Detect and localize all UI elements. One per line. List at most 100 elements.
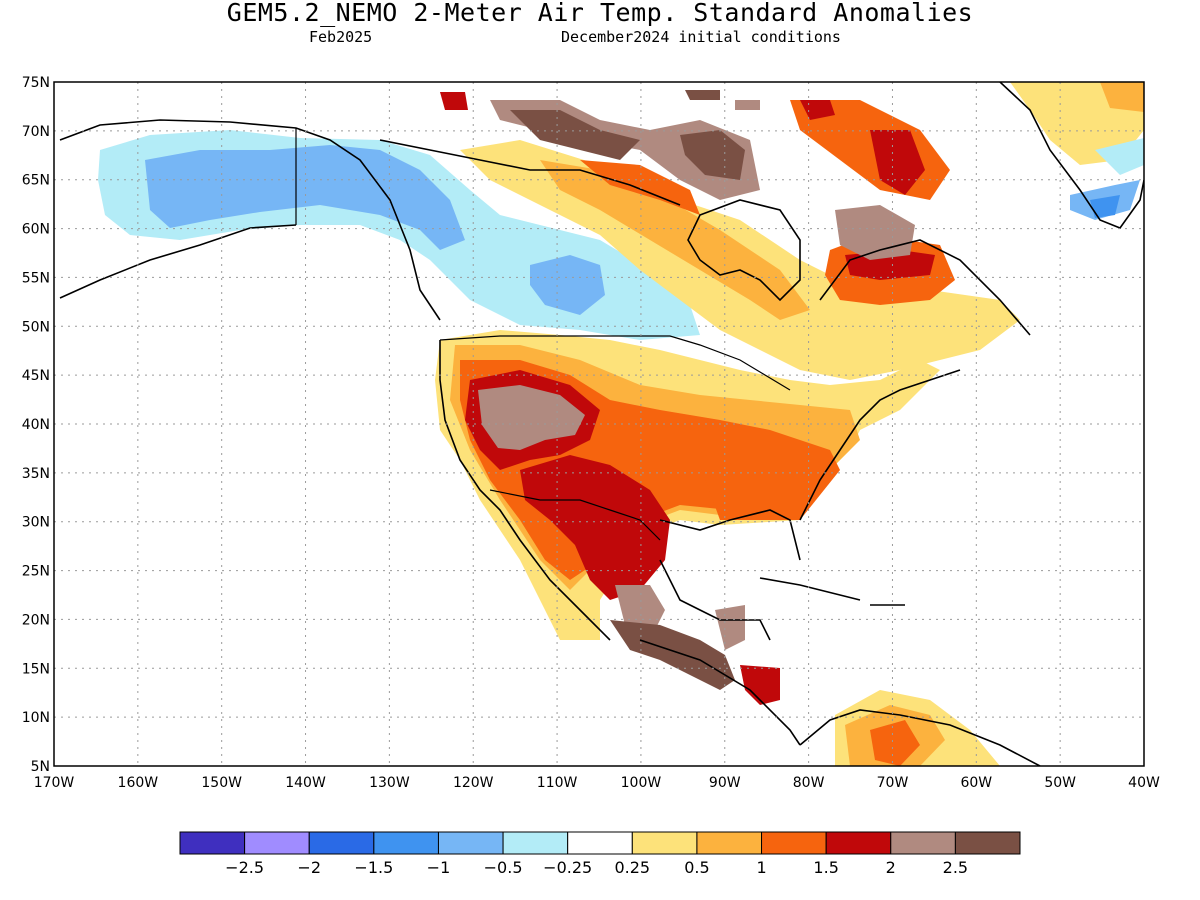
longitude-label: 170W (34, 775, 75, 791)
map-title: GEM5.2_NEMO 2-Meter Air Temp. Standard A… (226, 0, 974, 27)
anomaly-region-ellesmere (440, 92, 468, 110)
latitude-label: 20N (22, 612, 50, 628)
latitude-label: 45N (22, 368, 50, 384)
anomaly-region-arctic-darkbrown-2 (680, 130, 745, 180)
colorbar-swatch (179, 831, 246, 855)
latitude-label: 25N (22, 564, 50, 580)
colorbar-swatch (308, 831, 375, 855)
anomaly-region-ellesmere-2 (735, 100, 760, 110)
colorbar-swatch (437, 831, 504, 855)
latitude-label: 70N (22, 124, 50, 140)
colorbar-swatch (761, 831, 827, 855)
colorbar-tick-label: 1.5 (813, 858, 838, 877)
latitude-label: 60N (22, 222, 50, 238)
anomaly-region-se-us (700, 460, 840, 520)
longitude-label: 90W (709, 775, 741, 791)
anomaly-region-dark-red-sw (520, 455, 670, 600)
init-conditions-label: December2024 initial conditions (561, 28, 841, 46)
anomaly-region-central-america (610, 620, 735, 690)
longitude-label: 100W (621, 775, 662, 791)
anomaly-region-greenland-orange (1100, 82, 1144, 112)
anomaly-region-orange-arctic (540, 160, 810, 320)
colorbar-tick-label: 0.5 (684, 858, 709, 877)
yucatan (659, 559, 771, 641)
anomaly-region-arctic-darkbrown (510, 110, 640, 160)
anomaly-region-ellesmere-brown (685, 90, 720, 100)
longitude-label: 140W (285, 775, 326, 791)
anomaly-region-greenland-blue-2 (1090, 195, 1120, 218)
anomaly-region-blue-hudson (530, 255, 605, 315)
alaska-south-coast (59, 224, 297, 299)
lat-lon-grid (54, 82, 1144, 766)
alaska-coast (59, 119, 441, 321)
colorbar-swatch (890, 831, 956, 855)
longitude-label: 120W (453, 775, 494, 791)
latitude-label: 40N (22, 417, 50, 433)
anomaly-region-greenland-lightblue (1095, 138, 1144, 175)
longitude-label: 50W (1044, 775, 1076, 791)
longitude-labels: 170W 160W 150W 140W 130W 120W 110W 100W 90W 80W 70… (34, 775, 1160, 791)
coastlines (59, 82, 1144, 766)
latitude-label: 10N (22, 710, 50, 726)
us-mexico-border (489, 489, 661, 541)
longitude-label: 70W (877, 775, 909, 791)
colorbar-swatch (373, 831, 439, 855)
latitude-label: 50N (22, 319, 50, 335)
longitude-label: 160W (118, 775, 159, 791)
anomaly-region-south-america-red (870, 720, 920, 766)
longitude-label: 60W (960, 775, 992, 791)
colorbar-tick-label: −1.5 (354, 858, 393, 877)
anomaly-field (98, 82, 1144, 766)
colorbar-tick-label: 1 (756, 858, 766, 877)
colorbar-swatch (631, 831, 698, 855)
colorbar-tick-label: −2.5 (225, 858, 264, 877)
latitude-label: 35N (22, 466, 50, 482)
colorbar-tick-label: −0.25 (543, 858, 592, 877)
colorbar-tick-label: 0.25 (614, 858, 650, 877)
hudson-bay (687, 199, 801, 302)
latitude-label: 75N (22, 75, 50, 91)
latitude-labels: 75N 70N 65N 60N 55N 50N 45N 40N 35N 30N 25N 20N 15N 1… (22, 75, 50, 775)
longitude-label: 130W (369, 775, 410, 791)
longitude-label: 80W (793, 775, 825, 791)
colorbar-swatch (502, 831, 569, 855)
us-canada-border (439, 335, 791, 391)
gulf-coast (659, 509, 801, 561)
latitude-label: 30N (22, 515, 50, 531)
colorbar-swatch (954, 831, 1021, 855)
colorbar-tick-label: −0.5 (484, 858, 523, 877)
colorbar-tick-label: 2 (886, 858, 896, 877)
central-america-coast (639, 639, 801, 746)
colorbar-swatch (244, 831, 310, 855)
longitude-label: 110W (537, 775, 578, 791)
colorbar-swatch (567, 831, 633, 855)
south-america-coast (799, 709, 1041, 766)
longitude-label: 150W (201, 775, 242, 791)
colorbar-tick-label: −2 (297, 858, 321, 877)
anomaly-region-central-america-2 (715, 605, 745, 650)
anomaly-region-baffin-red (870, 130, 925, 195)
colorbar-labels: −2.5 −2 −1.5 −1 −0.5 −0.25 0.25 0.5 1 1.5 2 2.5 (225, 858, 968, 877)
cuba (759, 577, 861, 601)
east-coast (799, 369, 961, 521)
greenland-coast (999, 82, 1144, 229)
canada-arctic-coast (379, 139, 681, 206)
anomaly-region-mexico-brown (615, 585, 665, 630)
us-west-coast (439, 340, 611, 641)
latitude-label: 5N (31, 759, 50, 775)
latitude-label: 55N (22, 270, 50, 286)
anomaly-region-nicaragua (740, 665, 780, 705)
anomaly-region-blue (145, 145, 465, 250)
colorbar-swatch (696, 831, 763, 855)
colorbar-tick-label: −1 (427, 858, 451, 877)
latitude-label: 65N (22, 173, 50, 189)
longitude-label: 40W (1128, 775, 1160, 791)
latitude-label: 15N (22, 661, 50, 677)
colorbar-tick-label: 2.5 (943, 858, 968, 877)
colorbar-swatch (825, 831, 892, 855)
colorbar (179, 831, 1021, 855)
labrador-coast (819, 239, 1031, 336)
map-frame (53, 81, 1145, 767)
valid-month-label: Feb2025 (309, 28, 373, 46)
